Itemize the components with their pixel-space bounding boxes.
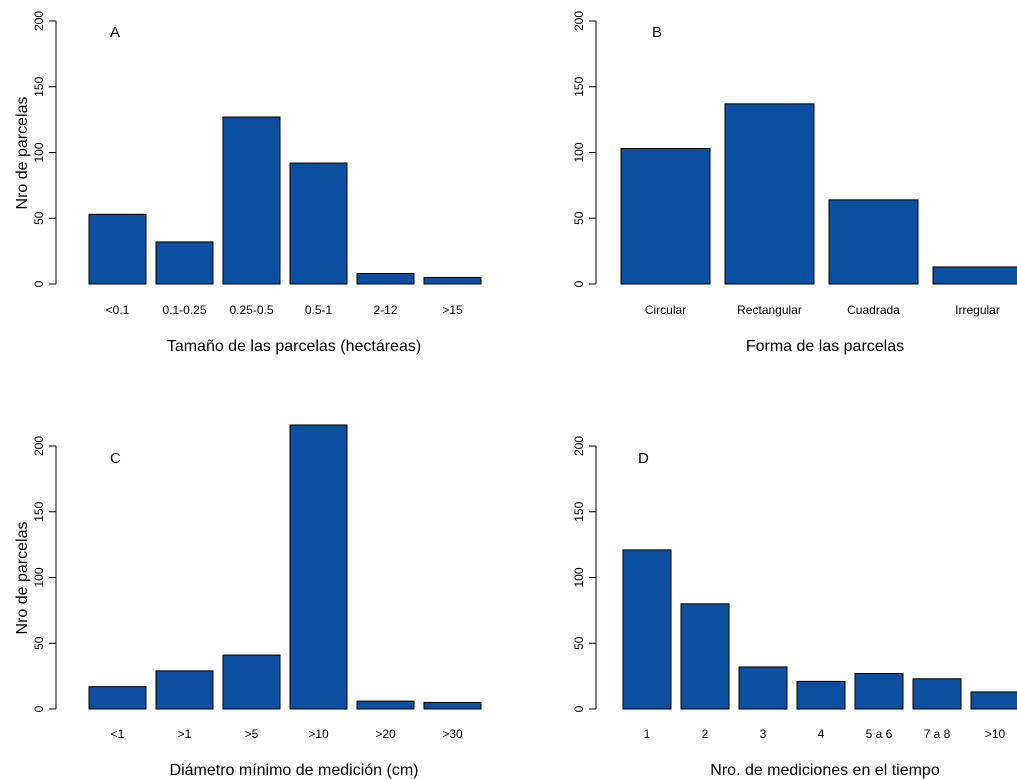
panel-a: A Nro de parcelas Tamaño de las parcelas… [14,11,482,355]
bar [724,103,815,285]
x-tick-label: 7 a 8 [924,727,951,741]
y-tick-label: 100 [572,567,586,587]
y-tick-label: 100 [32,567,46,587]
panel-c: C Nro de parcelas Diámetro mínimo de med… [14,424,482,779]
bar-series: 1 2 3 4 5 a 6 7 a 8 >10 [622,549,1017,741]
x-tick-label: 0.25-0.5 [229,303,273,317]
bar [356,272,415,285]
x-tick-label: >20 [375,727,396,741]
bar [222,116,281,285]
y-tick-label: 100 [572,142,586,162]
y-tick-label: 0 [572,280,586,287]
x-tick-label: >10 [308,727,329,741]
y-tick-label: 200 [572,436,586,456]
bar [912,678,962,710]
x-axis-label: Nro. de mediciones en el tiempo [710,762,940,779]
bar [828,199,919,285]
panel-label: B [652,24,662,41]
x-tick-label: >10 [985,727,1006,741]
x-tick-label: 4 [818,727,825,741]
x-tick-label: Circular [645,303,686,317]
x-tick-label: 2-12 [373,303,397,317]
y-axis-label: Nro de parcelas [14,522,31,635]
x-tick-label: >30 [442,727,463,741]
bar [622,549,672,710]
x-tick-label: Rectangular [737,303,802,317]
x-tick-label: 0.5-1 [305,303,333,317]
y-tick-label: 0 [32,280,46,287]
x-tick-label: 5 a 6 [866,727,893,741]
x-tick-label: Irregular [955,303,1000,317]
bar-series: <0.1 0.1-0.25 0.25-0.5 0.5-1 2-12 >15 [88,116,482,317]
bar-series: Circular Rectangular Cuadrada Irregular [620,103,1017,317]
x-tick-label: >5 [245,727,259,741]
bar [155,670,214,710]
x-tick-label: 2 [702,727,709,741]
y-tick-label: 100 [32,142,46,162]
bar [289,424,348,710]
x-tick-label: 3 [760,727,767,741]
bar [222,654,281,710]
y-tick-label: 50 [32,211,46,225]
y-axis: 0 50 100 150 200 [572,11,597,287]
bar [88,213,147,285]
bar [88,686,147,710]
y-tick-label: 150 [32,76,46,96]
bar-series: <1 >1 >5 >10 >20 >30 [88,424,482,741]
x-tick-label: Cuadrada [847,303,900,317]
y-tick-label: 200 [32,436,46,456]
y-axis: 0 50 100 150 200 [32,436,57,712]
bar [932,266,1017,285]
y-tick-label: 50 [32,636,46,650]
bar [854,672,904,710]
y-axis: 0 50 100 150 200 [32,11,57,287]
y-tick-label: 150 [32,501,46,521]
bar [970,691,1017,710]
x-axis-label: Diámetro mínimo de medición (cm) [170,762,419,779]
bar [155,241,214,285]
x-tick-label: 1 [644,727,651,741]
bar [423,276,482,285]
bar [289,162,348,285]
y-tick-label: 0 [572,705,586,712]
y-axis-label: Nro de parcelas [14,97,31,210]
y-tick-label: 150 [572,76,586,96]
bar [796,680,846,710]
y-tick-label: 50 [572,636,586,650]
x-axis-label: Tamaño de las parcelas (hectáreas) [167,338,421,355]
bar [356,700,415,710]
panel-label: A [110,24,120,41]
y-tick-label: 0 [32,705,46,712]
bar [423,701,482,710]
y-tick-label: 200 [32,11,46,31]
x-tick-label: 0.1-0.25 [162,303,206,317]
panel-label: C [110,450,121,467]
bar [680,603,730,710]
panel-b: B Forma de las parcelas 0 50 100 150 200 Circ… [572,11,1017,355]
x-axis-label: Forma de las parcelas [746,338,904,355]
x-tick-label: >15 [442,303,463,317]
panel-label: D [638,450,649,467]
x-tick-label: <0.1 [106,303,130,317]
bar [620,148,711,285]
y-tick-label: 150 [572,501,586,521]
panel-d: D Nro. de mediciones en el tiempo 0 50 100… [572,436,1017,779]
y-tick-label: 200 [572,11,586,31]
x-tick-label: <1 [111,727,125,741]
y-tick-label: 50 [572,211,586,225]
x-tick-label: >1 [178,727,192,741]
y-axis: 0 50 100 150 200 [572,436,597,712]
bar [738,666,788,710]
